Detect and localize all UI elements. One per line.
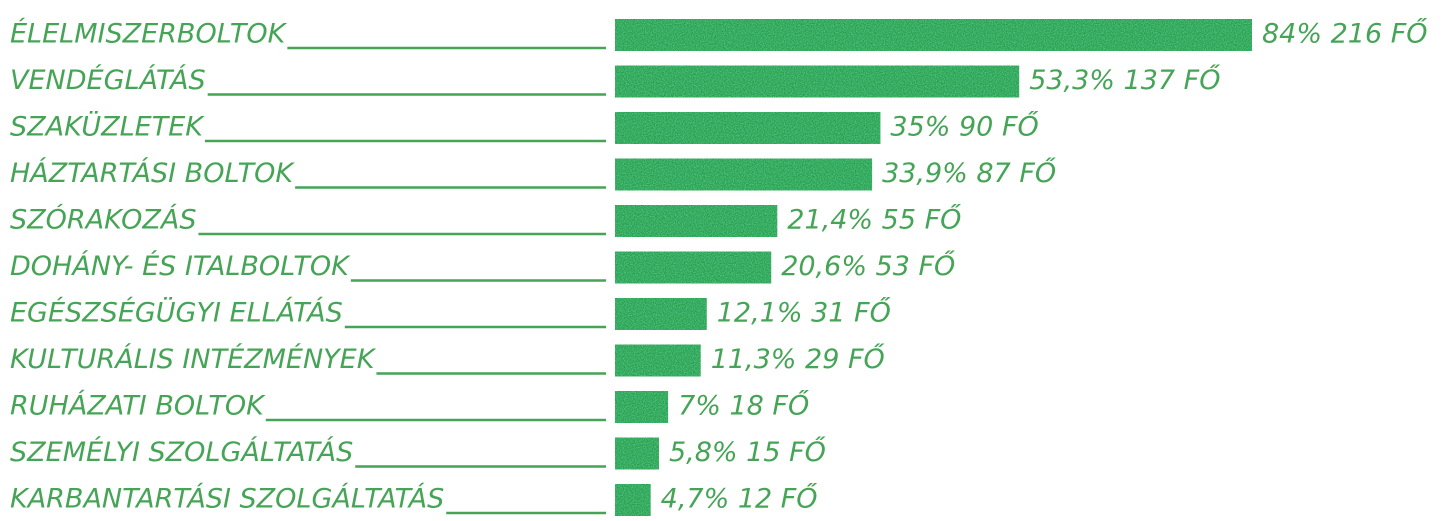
category-label: KULTURÁLIS INTÉZMÉNYEK: [10, 343, 377, 375]
value-label: 7% 18 FŐ: [678, 390, 809, 422]
category-label: SZÓRAKOZÁS: [10, 204, 196, 236]
bar: [615, 344, 701, 377]
category-label: HÁZTARTÁSI BOLTOK: [10, 157, 295, 189]
category-label: VENDÉGLÁTÁS: [10, 64, 206, 96]
bar: [615, 437, 659, 470]
value-label: 4,7% 12 FŐ: [661, 483, 818, 515]
value-label: 21,4% 55 FŐ: [787, 204, 961, 236]
bar: [615, 19, 1252, 51]
bar: [615, 205, 778, 237]
category-label: KARBANTARTÁSI SZOLGÁLTATÁS: [10, 483, 444, 515]
value-label: 12,1% 31 FŐ: [717, 297, 891, 329]
bar: [615, 298, 707, 330]
bar: [615, 158, 873, 191]
value-label: 11,3% 29 FŐ: [711, 343, 885, 375]
bar: [615, 112, 881, 144]
value-label: 5,8% 15 FŐ: [669, 436, 826, 468]
category-label: SZEMÉLYI SZOLGÁLTATÁS: [10, 436, 353, 468]
value-label: 20,6% 53 FŐ: [781, 250, 955, 282]
category-label: EGÉSZSÉGÜGYI ELLÁTÁS: [10, 297, 343, 329]
bar: [615, 251, 772, 284]
bar: [615, 391, 669, 423]
category-label: SZAKÜZLETEK: [10, 111, 205, 143]
value-label: 53,3% 137 FŐ: [1029, 64, 1220, 96]
bar: [615, 484, 651, 516]
category-label: RUHÁZATI BOLTOK: [10, 390, 266, 422]
category-label: ÉLELMISZERBOLTOK: [10, 18, 288, 50]
value-label: 33,9% 87 FŐ: [882, 157, 1056, 189]
value-label: 84% 216 FŐ: [1262, 18, 1428, 50]
category-label: DOHÁNY- ÉS ITALBOLTOK: [10, 250, 351, 282]
value-label: 35% 90 FŐ: [890, 111, 1038, 143]
bar: [615, 65, 1020, 98]
